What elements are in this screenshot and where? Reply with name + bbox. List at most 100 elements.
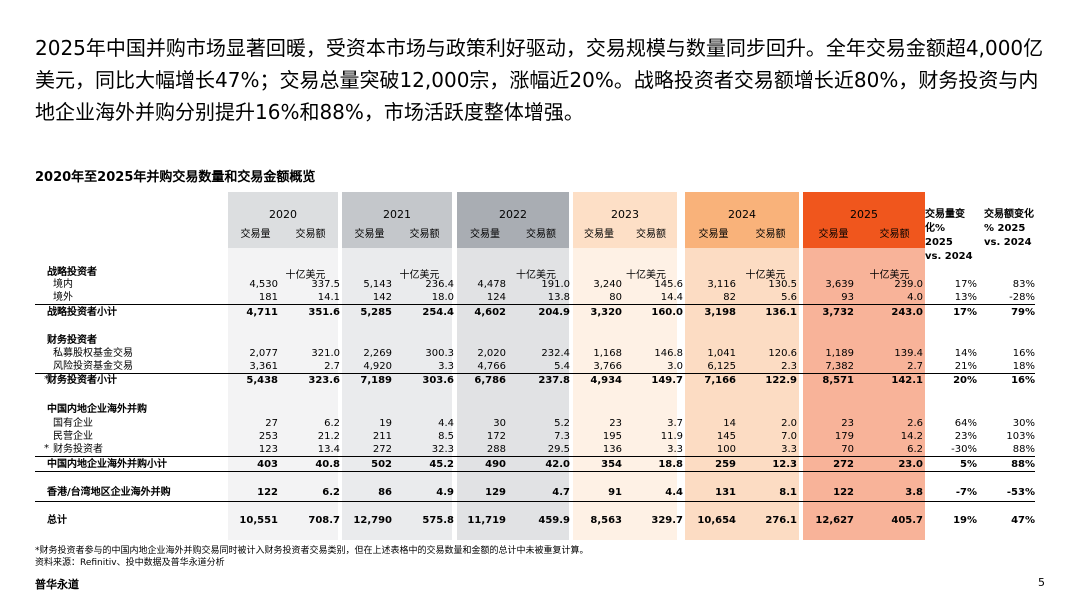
cell: 12.3: [772, 459, 797, 470]
cell: 172: [486, 431, 506, 442]
cell: 136.1: [765, 307, 797, 318]
amount-header: 交易额: [879, 229, 910, 240]
cell: 47%: [1011, 515, 1035, 526]
cell: 23%: [954, 431, 977, 442]
cell: 502: [371, 459, 392, 470]
cell: 7,166: [704, 375, 736, 386]
row-label: 境内: [53, 279, 73, 290]
cell: 5.2: [554, 418, 570, 429]
cell: 100: [716, 444, 736, 455]
cell: 17%: [953, 307, 977, 318]
cell: 23: [609, 418, 622, 429]
cell: 6.2: [322, 487, 340, 498]
year-label: 2020: [269, 208, 297, 221]
cell: 122: [257, 487, 278, 498]
cell: 239.0: [894, 279, 923, 290]
cell: 64%: [954, 418, 977, 429]
row-label: 私募股权基金交易: [53, 348, 133, 359]
cell: 12,627: [815, 515, 854, 526]
cell: 3,361: [249, 361, 278, 372]
cell: 8.5: [438, 431, 454, 442]
cell: 181: [258, 292, 278, 303]
cell: 3,732: [822, 307, 854, 318]
cell: 272: [833, 459, 854, 470]
cell: 4.7: [552, 487, 570, 498]
cell: -7%: [955, 487, 977, 498]
cell: 2.0: [781, 418, 797, 429]
year-header-2025: 2025 交易量 交易额: [803, 192, 925, 248]
cell: 7.3: [554, 431, 570, 442]
cell: 129: [485, 487, 506, 498]
table-row: 战略投资者小计 4,711 351.6 5,285 254.4 4,602 204.9 3,3…: [35, 306, 1035, 319]
cell: 575.8: [422, 515, 454, 526]
cell: 4.4: [438, 418, 454, 429]
cell: 3.7: [667, 418, 683, 429]
cell: 5,143: [363, 279, 392, 290]
row-label: 国有企业: [53, 418, 93, 429]
asterisk-mark: *: [44, 374, 49, 385]
cell: 2.7: [907, 361, 923, 372]
cell: 10,654: [697, 515, 736, 526]
cell: 3,639: [825, 279, 854, 290]
cell: 42.0: [545, 459, 570, 470]
row-divider: [35, 501, 1035, 502]
cell: 3,240: [593, 279, 622, 290]
cell: 32.3: [431, 444, 454, 455]
cell: 4,934: [590, 375, 622, 386]
cell: 337.5: [311, 279, 340, 290]
table-row: 中国内地企业海外并购: [35, 403, 1035, 416]
cell: 146.8: [654, 348, 683, 359]
year-label: 2023: [611, 208, 639, 221]
cell: 13%: [954, 292, 977, 303]
table-row: 风险投资基金交易 3,361 2.7 4,920 3.3 4,766 5.4 3,766 3.0…: [35, 360, 1035, 373]
cell: 259: [715, 459, 736, 470]
row-label: 战略投资者小计: [47, 307, 117, 318]
cell: 30: [493, 418, 506, 429]
cell: 243.0: [891, 307, 923, 318]
cell: 139.4: [894, 348, 923, 359]
cell: 17%: [954, 279, 977, 290]
cell: 4.0: [907, 292, 923, 303]
year-label: 2025: [850, 208, 878, 221]
cell: 2.6: [907, 418, 923, 429]
cell: 122: [833, 487, 854, 498]
volume-header: 交易量: [240, 229, 271, 240]
cell: 12,790: [353, 515, 392, 526]
cell: 6.2: [907, 444, 923, 455]
volume-header: 交易量: [698, 229, 729, 240]
year-label: 2021: [383, 208, 411, 221]
year-band-2023: [573, 192, 677, 540]
cell: 160.0: [651, 307, 683, 318]
cell: 149.7: [651, 375, 683, 386]
cell: 40.8: [315, 459, 340, 470]
headline: 2025年中国并购市场显著回暖，受资本市场与政策利好驱动，交易规模与数量同步回升…: [35, 36, 1044, 124]
year-header-2022: 2022 交易量 交易额: [457, 192, 569, 248]
amount-header: 交易额: [526, 229, 556, 240]
cell: 288: [486, 444, 506, 455]
table-row: 中国内地企业海外并购小计 403 40.8 502 45.2 490 42.0 354 18.8…: [35, 458, 1035, 471]
cell: 4,711: [246, 307, 278, 318]
row-label: 民营企业: [53, 431, 93, 442]
cell: 23: [841, 418, 854, 429]
cell: 16%: [1012, 348, 1035, 359]
cell: 8,563: [590, 515, 622, 526]
cell: 7,189: [360, 375, 392, 386]
cell: 236.4: [425, 279, 454, 290]
cell: 3.0: [667, 361, 683, 372]
cell: 403: [257, 459, 278, 470]
cell: 21%: [954, 361, 977, 372]
cell: 14.2: [900, 431, 923, 442]
cell: 3.3: [781, 444, 797, 455]
cell: 7,382: [825, 361, 854, 372]
year-label: 2024: [728, 208, 756, 221]
cell: 8,571: [822, 375, 854, 386]
cell: 300.3: [425, 348, 454, 359]
cell: 88%: [1011, 459, 1035, 470]
cell: 6,125: [707, 361, 736, 372]
amount-header: 交易额: [409, 229, 440, 240]
volume-header: 交易量: [584, 229, 614, 240]
cell: -30%: [951, 444, 977, 455]
table-row: 财务投资者小计 5,438 323.6 7,189 303.6 6,786 237.8 4,9…: [35, 374, 1035, 387]
cell: 4,766: [477, 361, 506, 372]
year-subheaders: 交易量 交易额: [457, 225, 569, 240]
